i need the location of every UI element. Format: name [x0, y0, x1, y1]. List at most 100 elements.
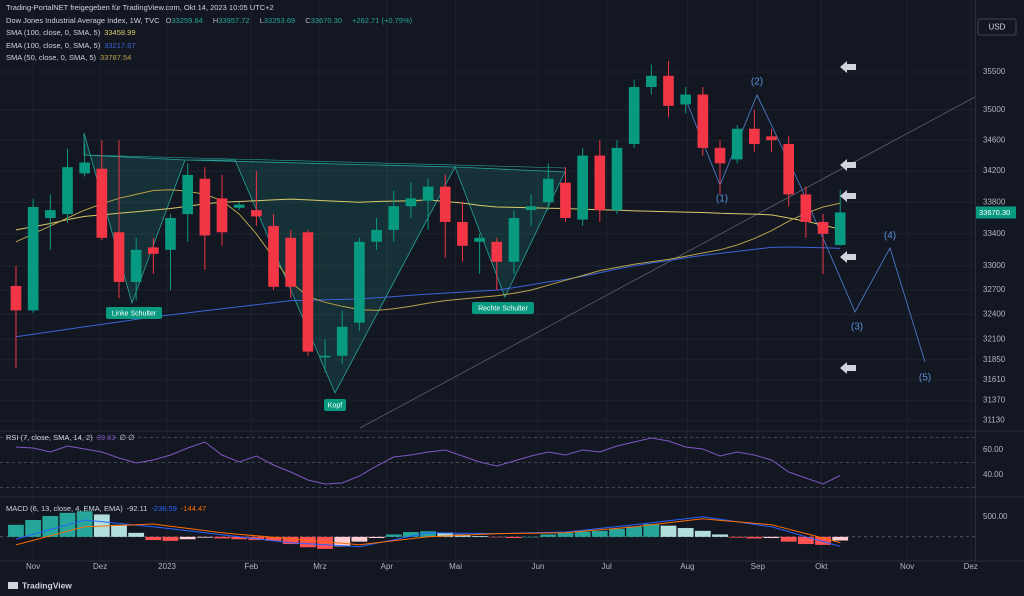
brand-logo — [8, 582, 18, 589]
candle-body — [611, 147, 623, 211]
histogram-bar — [420, 531, 436, 537]
histogram-bar — [351, 536, 368, 542]
candle-body — [251, 210, 262, 217]
candle-body — [268, 225, 279, 287]
marks — [0, 60, 975, 549]
candle-body — [766, 136, 777, 141]
histogram-bar — [609, 528, 625, 537]
ohlc-value: 33670.30 — [310, 15, 342, 25]
y-tick-label: 60.00 — [983, 445, 1004, 454]
candle-body — [44, 210, 56, 219]
label-box — [472, 302, 534, 314]
x-tick-label: Feb — [244, 562, 258, 571]
x-tick-label: Apr — [381, 562, 394, 571]
candle-body — [113, 232, 125, 282]
chart-legend: Trading-PortalNET freigegeben für Tradin… — [6, 2, 416, 65]
histogram-bar — [25, 520, 42, 537]
macd-title: MACD (6, 13, close, 4, EMA, EMA) — [6, 504, 123, 513]
currency[interactable]: USD — [989, 23, 1006, 32]
ohlc-key: C — [305, 15, 311, 25]
candle-body — [285, 237, 297, 287]
y-tick-label: 35000 — [983, 105, 1006, 114]
y-tick-label: 32700 — [983, 285, 1006, 294]
candle-body — [182, 174, 194, 215]
last-price-label: 33670.30 — [979, 208, 1010, 217]
candle-body — [714, 147, 726, 164]
series-line — [15, 189, 841, 311]
arrows — [840, 61, 856, 374]
candle-body — [542, 178, 554, 203]
x-tick-label: Mai — [449, 562, 462, 571]
y-tick-label: 500.00 — [983, 512, 1008, 521]
histogram-bar — [677, 528, 694, 537]
brand: TradingView — [22, 580, 72, 590]
ohlc: O33259.84 — [166, 16, 207, 25]
wave-label: (1) — [716, 194, 728, 205]
candle-body — [148, 247, 159, 254]
candle-body — [491, 241, 503, 262]
histogram-bar — [282, 536, 299, 545]
rsi-value: 39.63 — [96, 433, 116, 442]
logo — [8, 582, 18, 589]
annotation: Kopf — [328, 402, 342, 409]
rsi-title: RSI (7, close, SMA, 14, 2) — [6, 433, 93, 442]
candle-body — [319, 355, 331, 358]
currency-button[interactable] — [977, 18, 1017, 36]
histogram-bar — [506, 536, 522, 539]
ohlc-key: H — [212, 15, 219, 25]
publisher: Trading-PortalNET freigegeben für Tradin… — [6, 3, 274, 12]
publisher-row: Trading-PortalNET freigegeben für Tradin… — [6, 2, 416, 15]
candle-body — [62, 167, 73, 215]
histogram-bar — [111, 524, 127, 537]
symbol-row: Dow Jones Industrial Average Index, 1W, … — [6, 15, 416, 28]
histogram-bar — [557, 532, 574, 537]
candle-body — [233, 204, 245, 208]
histogram-bar — [317, 536, 333, 549]
histogram-bar — [712, 534, 728, 537]
ohlc-value: 33957.72 — [218, 15, 250, 25]
candle-body — [27, 206, 39, 311]
y-tick-label: 40.00 — [983, 470, 1004, 479]
candle-body — [371, 229, 382, 242]
neckline — [83, 154, 566, 169]
x-tick-label: Mrz — [313, 562, 326, 571]
annotation: Rechte Schulter — [478, 305, 528, 312]
candle-body — [731, 128, 743, 160]
candle-body — [405, 198, 417, 207]
candle-body — [560, 182, 571, 219]
x-tick-label: Nov — [26, 562, 40, 571]
histogram-bar — [334, 536, 351, 547]
label-box — [324, 399, 346, 411]
arrow — [840, 251, 856, 263]
histogram-bar — [832, 536, 849, 541]
candle-body — [10, 285, 22, 311]
y-tick-label: 31850 — [983, 355, 1006, 364]
candle-body — [96, 168, 108, 238]
histogram-bar — [540, 534, 557, 537]
candle-body — [783, 144, 795, 195]
histogram-bar — [145, 536, 162, 541]
macd-legend: MACD (6, 13, close, 4, EMA, EMA) -92.11 -2… — [6, 503, 210, 516]
candle-body — [645, 75, 657, 88]
grid — [0, 0, 975, 561]
rsi-na: ∅ ∅ — [119, 433, 135, 442]
candle-body — [457, 221, 468, 246]
histogram-bar — [196, 536, 213, 538]
wave-label: (2) — [751, 77, 763, 88]
y-tick-label: 31610 — [983, 375, 1006, 384]
histogram-bar — [76, 511, 93, 537]
histogram-bar — [626, 526, 643, 537]
x-tick-label: Dez — [964, 562, 978, 571]
histogram-bar — [523, 536, 540, 538]
candle-body — [79, 162, 90, 174]
x-tick-label: 2023 — [158, 562, 176, 571]
y-tick-label: 34200 — [983, 166, 1006, 175]
histogram-bar — [385, 534, 402, 537]
histogram-bar — [42, 516, 59, 537]
ohlc: C33670.30 — [305, 16, 346, 25]
wave-label: (4) — [884, 231, 896, 242]
indicator-value: 33458.99 — [104, 28, 136, 38]
x-tick-label: Aug — [680, 562, 694, 571]
change: +262.71 (+0.79%) — [352, 15, 413, 25]
